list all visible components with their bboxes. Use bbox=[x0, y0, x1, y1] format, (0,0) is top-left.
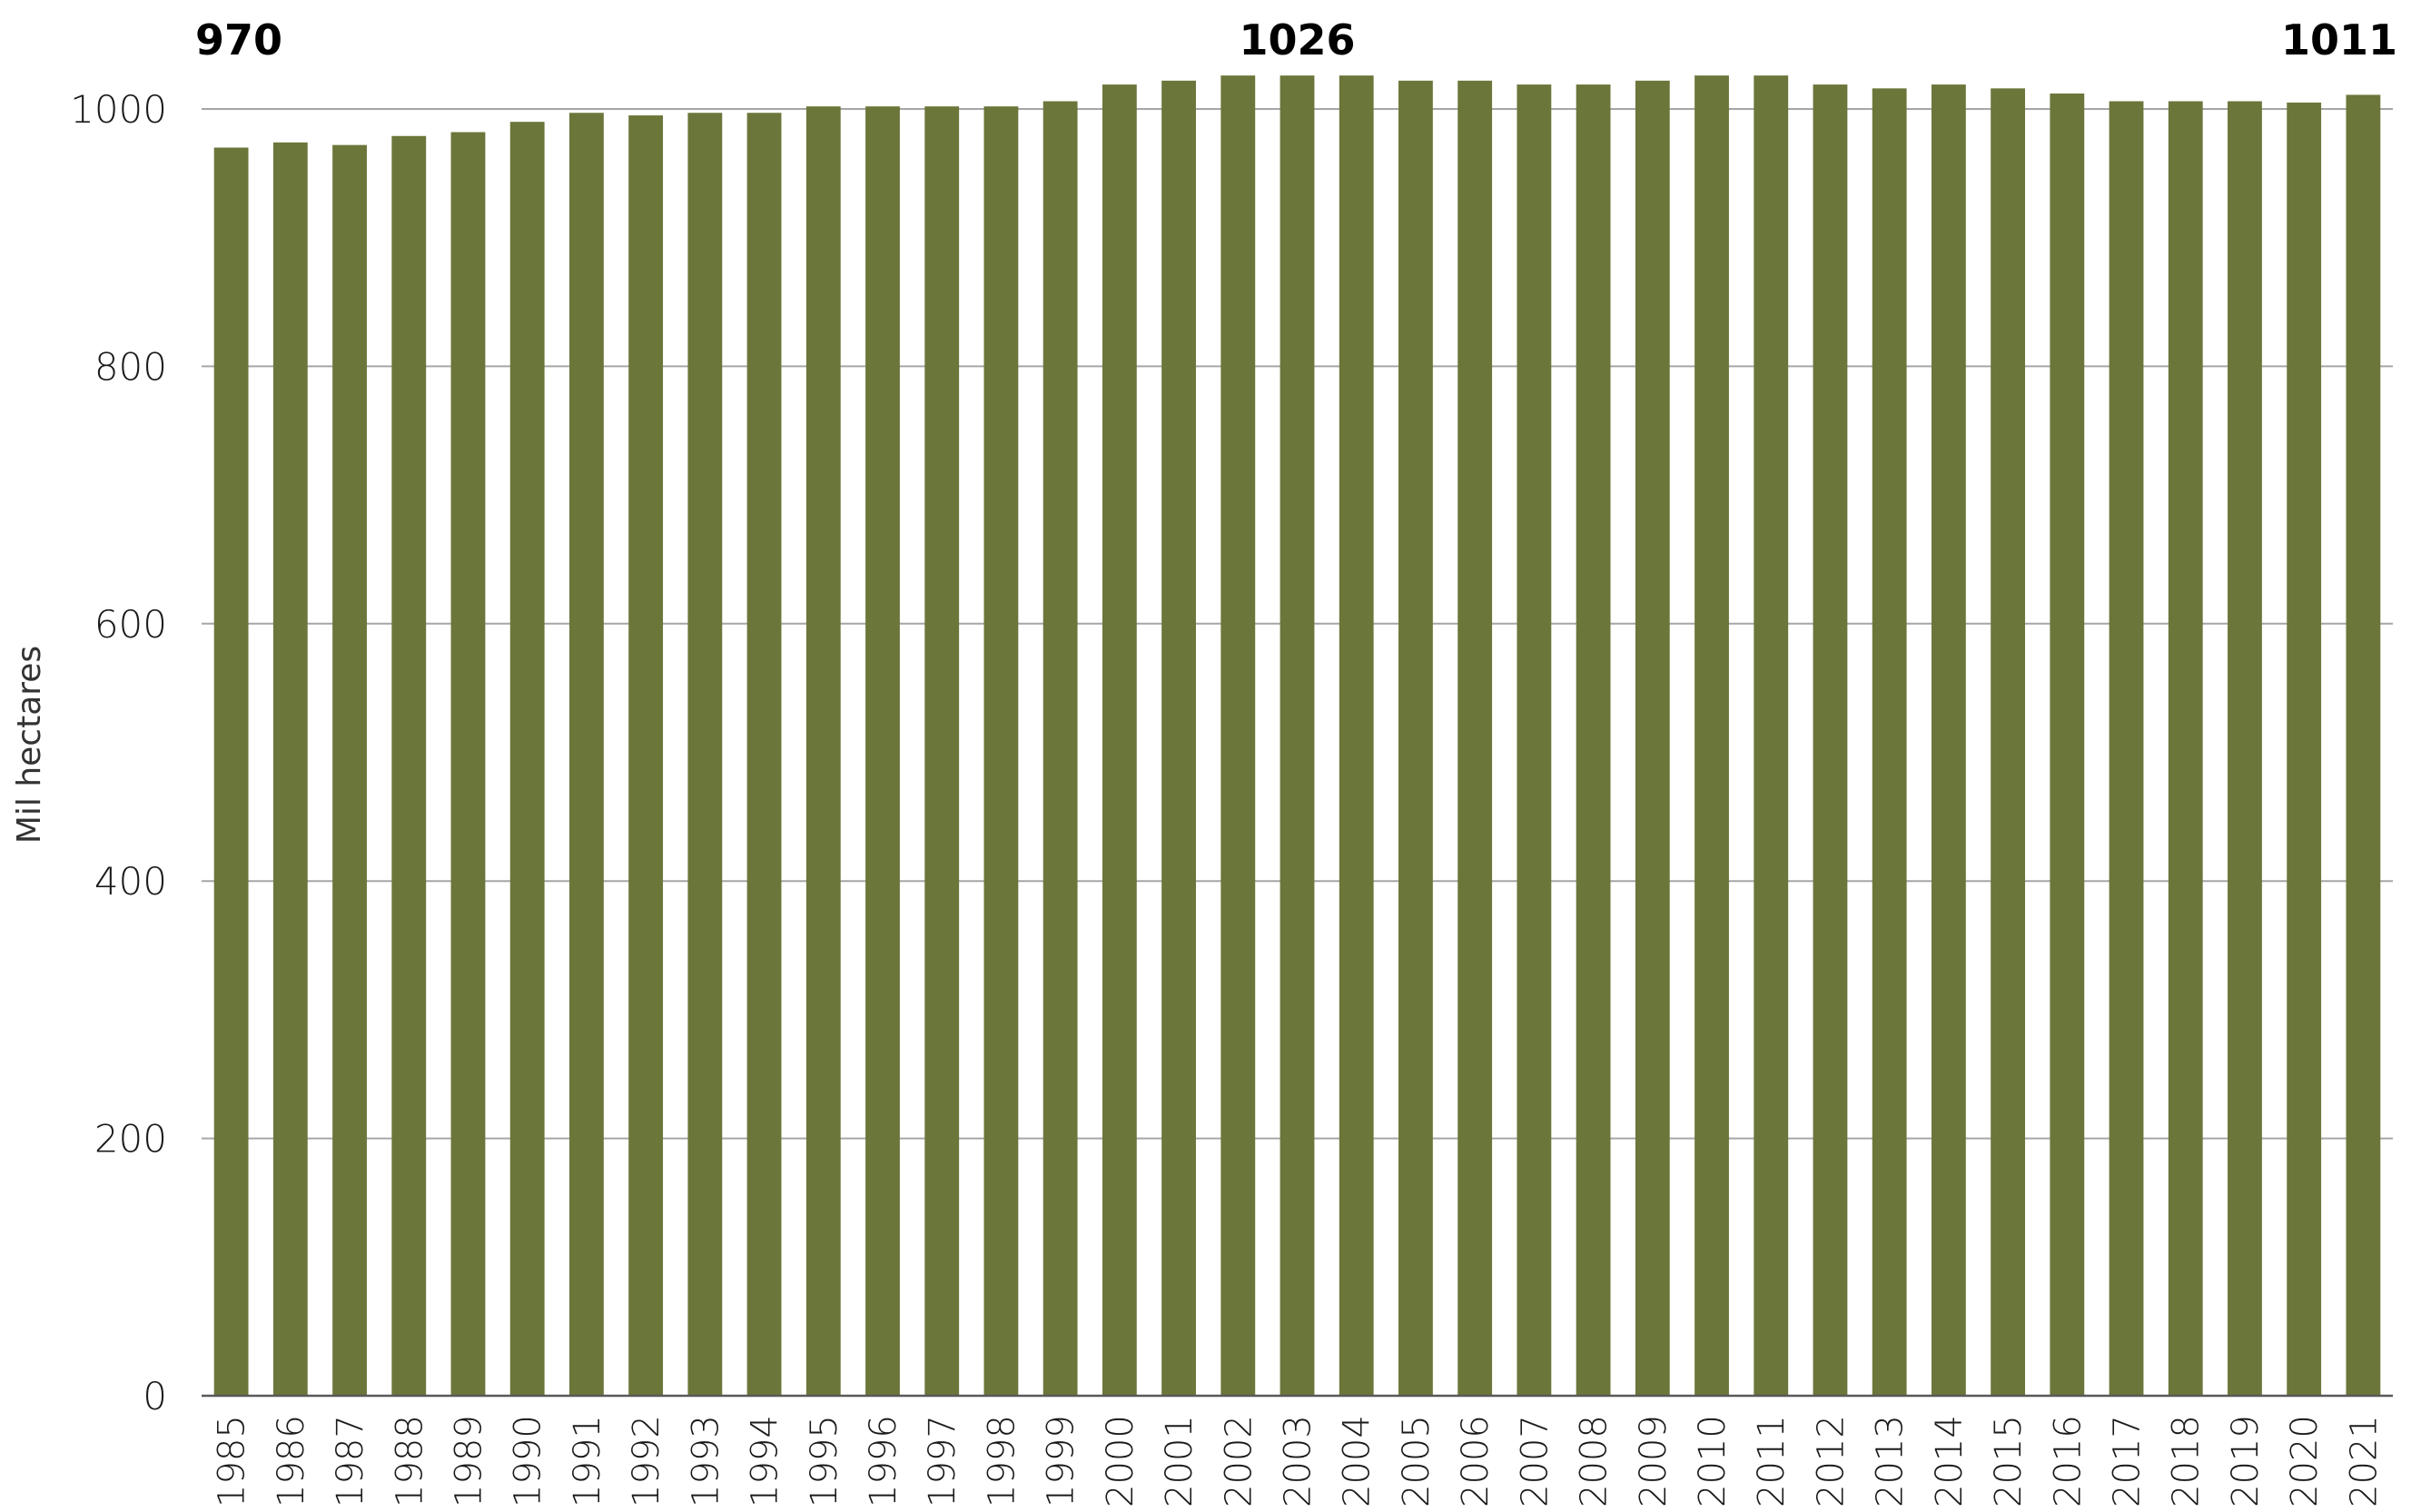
bar-2004 bbox=[1339, 75, 1374, 1397]
x-tick-label: 1987 bbox=[330, 1415, 371, 1507]
y-tick-label: 0 bbox=[143, 1374, 167, 1418]
x-tick-label: 1995 bbox=[804, 1415, 845, 1507]
bars bbox=[213, 75, 2381, 1397]
x-tick-label: 2012 bbox=[1810, 1415, 1852, 1507]
value-annotation: 970 bbox=[195, 15, 282, 64]
bar-2021 bbox=[2346, 94, 2381, 1397]
x-tick-label: 1985 bbox=[212, 1415, 253, 1507]
bar-1991 bbox=[568, 113, 604, 1397]
x-tick-label: 2009 bbox=[1633, 1415, 1675, 1507]
x-axis-ticks: 1985 1986 1987 1988 1989 1990 1991 1992 1993 1994… bbox=[212, 1415, 2386, 1507]
x-tick-label: 2008 bbox=[1574, 1415, 1616, 1507]
y-tick-label: 1000 bbox=[70, 87, 167, 132]
x-tick-label: 1999 bbox=[1041, 1415, 1082, 1507]
x-tick-label: 1993 bbox=[685, 1415, 726, 1507]
bar-2011 bbox=[1754, 75, 1789, 1397]
bar-2015 bbox=[1991, 88, 2026, 1396]
bar-2017 bbox=[2109, 101, 2144, 1396]
bar-1993 bbox=[687, 113, 723, 1397]
x-tick-label: 2002 bbox=[1218, 1415, 1260, 1507]
bar-1992 bbox=[628, 115, 664, 1397]
x-tick-label: 1998 bbox=[981, 1415, 1023, 1507]
x-tick-label: 2013 bbox=[1870, 1415, 1912, 1507]
x-tick-label: 2015 bbox=[1988, 1415, 2030, 1507]
bar-2018 bbox=[2168, 101, 2203, 1396]
y-tick-label: 800 bbox=[94, 344, 167, 389]
bar-2001 bbox=[1161, 80, 1196, 1396]
bar-2019 bbox=[2228, 101, 2262, 1396]
x-tick-label: 2000 bbox=[1100, 1415, 1141, 1507]
bar-1989 bbox=[450, 132, 486, 1397]
x-tick-label: 1991 bbox=[567, 1415, 608, 1507]
bar-2012 bbox=[1813, 84, 1848, 1396]
x-tick-label: 2021 bbox=[2343, 1415, 2385, 1507]
x-tick-label: 1986 bbox=[271, 1415, 312, 1507]
bar-1997 bbox=[924, 106, 960, 1396]
bar-2020 bbox=[2287, 102, 2322, 1396]
bar-2009 bbox=[1635, 80, 1670, 1396]
x-tick-label: 2010 bbox=[1692, 1415, 1734, 1507]
bar-2013 bbox=[1872, 88, 1907, 1396]
x-tick-label: 2019 bbox=[2225, 1415, 2267, 1507]
bar-2007 bbox=[1517, 84, 1552, 1396]
x-tick-label: 2018 bbox=[2166, 1415, 2208, 1507]
x-tick-label: 2016 bbox=[2047, 1415, 2089, 1507]
x-tick-label: 2011 bbox=[1751, 1415, 1793, 1507]
y-tick-label: 400 bbox=[94, 859, 167, 904]
bar-1998 bbox=[983, 106, 1019, 1396]
x-tick-label: 2006 bbox=[1455, 1415, 1497, 1507]
x-tick-label: 2004 bbox=[1337, 1415, 1378, 1507]
x-tick-label: 2003 bbox=[1278, 1415, 1319, 1507]
bar-2003 bbox=[1280, 75, 1315, 1397]
value-annotation: 1026 bbox=[1239, 15, 1355, 64]
bar-1986 bbox=[272, 142, 308, 1396]
y-tick-label: 200 bbox=[94, 1117, 167, 1161]
bar-2005 bbox=[1398, 80, 1433, 1396]
bar-1985 bbox=[213, 147, 249, 1396]
x-tick-label: 1997 bbox=[922, 1415, 963, 1507]
bar-1994 bbox=[746, 113, 782, 1397]
bar-2002 bbox=[1220, 75, 1256, 1397]
bar-2010 bbox=[1695, 75, 1729, 1397]
bar-2006 bbox=[1457, 80, 1493, 1396]
x-tick-label: 1996 bbox=[863, 1415, 904, 1507]
x-tick-label: 2005 bbox=[1396, 1415, 1438, 1507]
bar-1988 bbox=[391, 135, 427, 1397]
value-annotations: 970 1026 1011 bbox=[195, 15, 2397, 64]
x-tick-label: 2001 bbox=[1159, 1415, 1201, 1507]
x-tick-label: 2017 bbox=[2107, 1415, 2149, 1507]
bar-2016 bbox=[2050, 93, 2085, 1397]
bar-1999 bbox=[1042, 101, 1078, 1396]
bar-1995 bbox=[805, 106, 841, 1396]
x-tick-label: 1989 bbox=[448, 1415, 489, 1507]
y-axis-ticks: 0 200 400 600 800 1000 bbox=[70, 87, 167, 1418]
bar-2008 bbox=[1576, 84, 1611, 1396]
y-axis-label: Mil hectares bbox=[11, 646, 48, 844]
bar-1990 bbox=[509, 122, 545, 1396]
bar-2000 bbox=[1102, 84, 1137, 1396]
y-tick-label: 600 bbox=[94, 602, 167, 647]
value-annotation: 1011 bbox=[2281, 15, 2397, 64]
x-tick-label: 2014 bbox=[1929, 1415, 1971, 1507]
x-tick-label: 2007 bbox=[1514, 1415, 1556, 1507]
x-tick-label: 1990 bbox=[508, 1415, 549, 1507]
x-tick-label: 1994 bbox=[745, 1415, 786, 1507]
bar-2014 bbox=[1931, 84, 1966, 1396]
bar-1987 bbox=[332, 144, 367, 1396]
bar-1996 bbox=[865, 106, 900, 1396]
x-tick-label: 2020 bbox=[2284, 1415, 2326, 1507]
x-tick-label: 1992 bbox=[626, 1415, 667, 1507]
x-tick-label: 1988 bbox=[389, 1415, 430, 1507]
